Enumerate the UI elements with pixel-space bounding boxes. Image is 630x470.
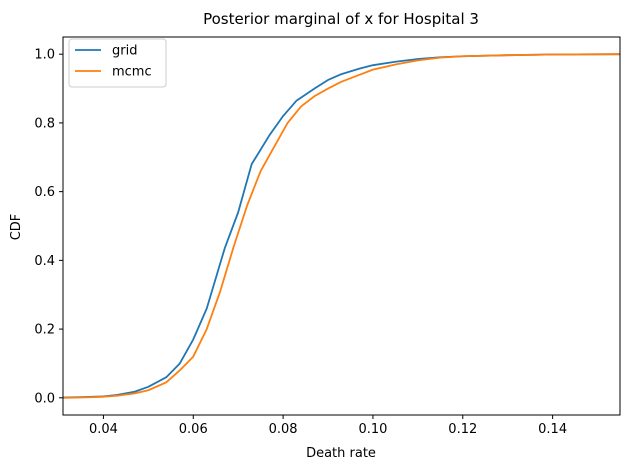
chart-title: Posterior marginal of x for Hospital 3 xyxy=(203,10,479,28)
y-tick-label: 0.8 xyxy=(34,116,55,131)
legend-label-grid: grid xyxy=(112,44,137,59)
x-tick-label: 0.12 xyxy=(448,422,477,437)
y-axis: 0.0 0.2 0.4 0.6 0.8 1.0 xyxy=(34,48,63,406)
legend: grid mcmc xyxy=(68,38,167,88)
axes-background xyxy=(63,37,620,415)
y-axis-label: CDF xyxy=(9,214,24,241)
x-tick-label: 0.10 xyxy=(358,422,387,437)
y-tick-label: 0.4 xyxy=(34,254,55,269)
x-tick-label: 0.14 xyxy=(538,422,567,437)
series-lines xyxy=(63,53,620,399)
y-tick-label: 0.0 xyxy=(34,391,55,406)
x-tick-label: 0.06 xyxy=(179,422,208,437)
legend-box xyxy=(68,38,167,88)
x-axis: 0.04 0.06 0.08 0.10 0.12 0.14 xyxy=(89,415,567,437)
y-tick-label: 0.2 xyxy=(34,323,55,338)
y-tick-label: 1.0 xyxy=(34,48,55,63)
x-tick-label: 0.04 xyxy=(89,422,118,437)
legend-label-mcmc: mcmc xyxy=(112,65,152,80)
plot-area: 0.04 0.06 0.08 0.10 0.12 0.14 0.0 0.2 0.4 0.6 0.8… xyxy=(34,36,621,437)
axes-frame xyxy=(62,36,621,416)
y-tick-label: 0.6 xyxy=(34,185,55,200)
series-line-mcmc xyxy=(63,53,620,399)
x-axis-label: Death rate xyxy=(306,446,376,461)
x-tick-label: 0.08 xyxy=(269,422,298,437)
